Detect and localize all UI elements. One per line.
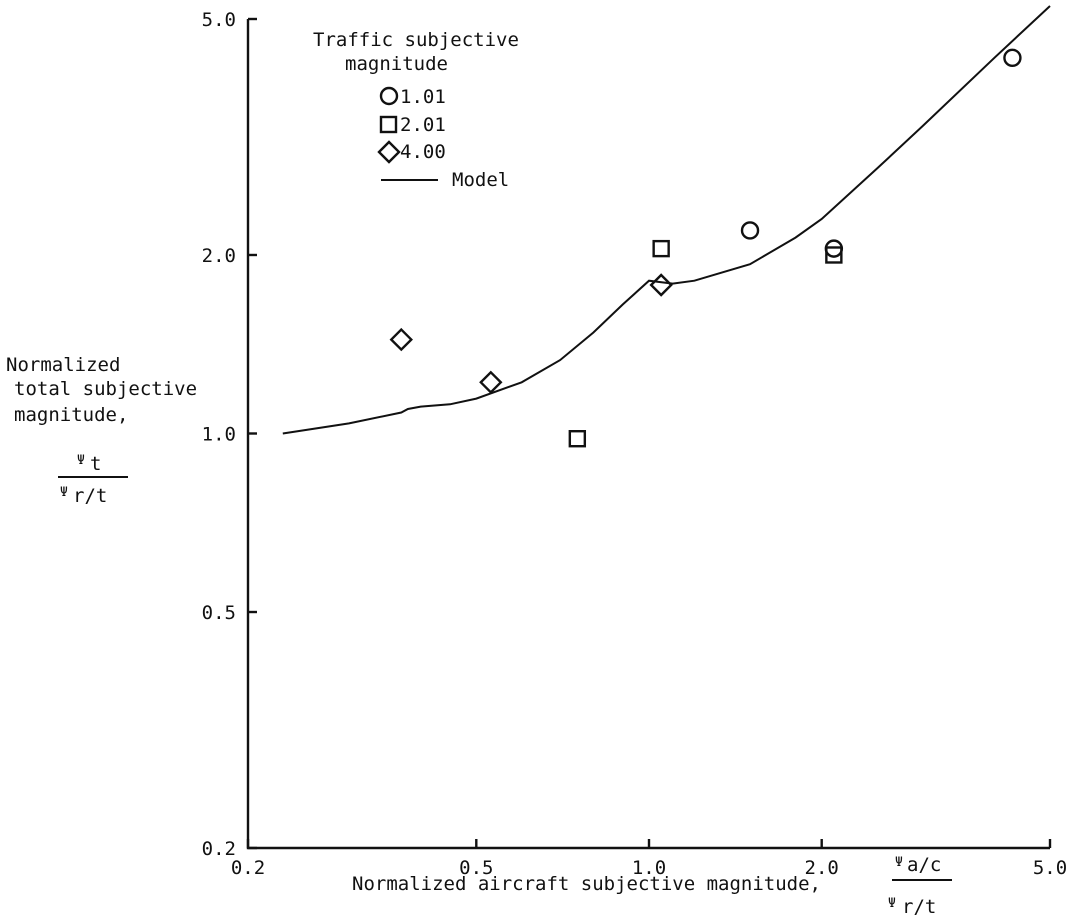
legend-title-line-2: magnitude	[345, 53, 448, 75]
x-tick-label-0: 0.2	[231, 857, 265, 879]
x-fraction-numerator-sub: a/c	[907, 854, 941, 876]
legend: Traffic subjective magnitude 1.01 2.01 4…	[313, 29, 519, 191]
x-axis-label-text: Normalized aircraft subjective magnitude…	[352, 873, 821, 895]
point-diamond-1	[479, 370, 503, 394]
point-diamond-0	[389, 327, 413, 352]
y-fraction-denominator-sub: r/t	[73, 485, 107, 507]
legend-circle-marker	[379, 86, 399, 106]
x-tick-label-4: 5.0	[1033, 857, 1067, 879]
x-fraction-denominator-sub: r/t	[902, 896, 936, 918]
point-diamond-2	[649, 273, 673, 297]
y-axis-label: Normalized total subjective magnitude, Ψ…	[6, 354, 197, 507]
legend-label-4: Model	[452, 169, 509, 191]
legend-label-3: 4.00	[400, 141, 446, 163]
axes: 0.2 0.5 1.0 2.0 5.0 0.2 0.5 1.0 2.0 5.0	[202, 9, 1067, 879]
model-curve	[282, 5, 1051, 435]
y-tick-label-4: 5.0	[202, 9, 236, 31]
point-square-0	[568, 430, 587, 448]
axis-frame	[246, 19, 1050, 850]
x-tick-label-3: 2.0	[805, 857, 839, 879]
y-tick-label-2: 1.0	[202, 424, 236, 446]
legend-square-marker	[379, 115, 398, 134]
point-circle-0	[740, 221, 760, 240]
point-square-2	[825, 246, 843, 264]
data-points	[389, 48, 1022, 448]
y-tick-label-0: 0.2	[202, 838, 236, 860]
y-axis-label-line-1: Normalized	[6, 354, 120, 376]
legend-diamond-marker	[377, 140, 401, 164]
point-circle-2	[1003, 48, 1022, 68]
legend-label-2: 2.01	[400, 114, 446, 136]
x-fraction-numerator-symbol: Ψ	[895, 855, 903, 870]
x-fraction-denominator-symbol: Ψ	[888, 896, 896, 911]
y-axis-label-line-3: magnitude,	[14, 404, 128, 426]
x-axis-label: Normalized aircraft subjective magnitude…	[352, 854, 952, 918]
x-tick-label-1: 0.5	[459, 857, 493, 879]
y-fraction-numerator-sub: t	[90, 453, 101, 475]
point-square-1	[652, 239, 670, 258]
y-tick-label-1: 0.5	[202, 602, 236, 624]
x-tick-label-2: 1.0	[632, 857, 666, 879]
legend-title-line-1: Traffic subjective	[313, 29, 519, 51]
y-tick-label-3: 2.0	[202, 245, 236, 267]
y-fraction-numerator-symbol: Ψ	[77, 453, 85, 468]
y-axis-label-line-2: total subjective	[14, 378, 197, 400]
y-fraction-denominator-symbol: Ψ	[60, 485, 68, 500]
model-series	[282, 5, 1051, 435]
legend-label-1: 1.01	[400, 86, 446, 108]
